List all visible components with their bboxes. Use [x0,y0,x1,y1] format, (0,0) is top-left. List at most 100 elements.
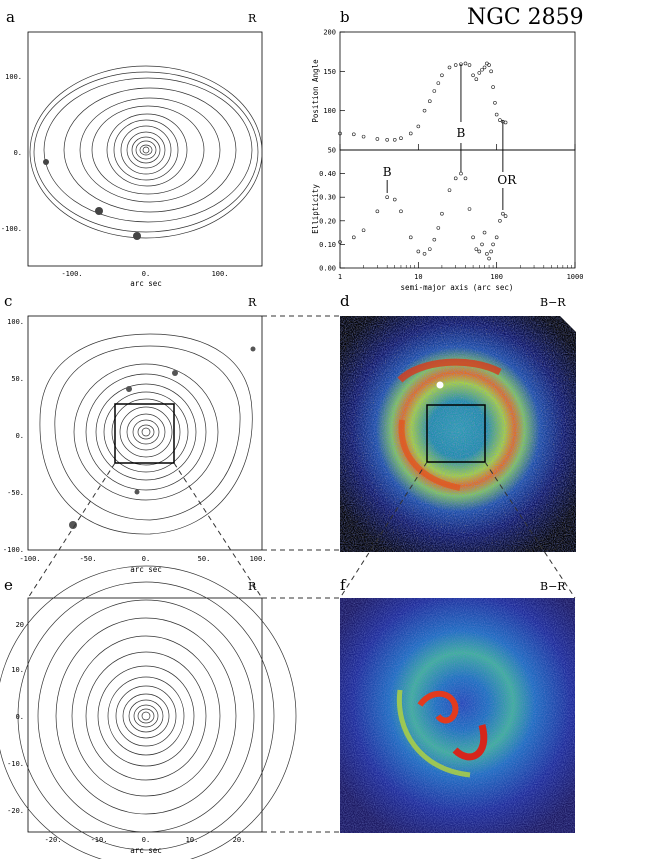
ellipticity-ylabel: Ellipticity [311,184,320,234]
panel-a-ytick: -100. [1,225,22,233]
ellipticity-point [436,226,441,230]
ellipticity-point [489,249,493,254]
annotation-label: B [457,126,466,140]
ellipticity-point [422,252,427,256]
ellipticity-point [385,195,389,199]
position-angle-point [436,81,441,85]
position-angle-point [453,63,458,67]
ellipticity-point [482,230,487,235]
annotation-label: B [383,165,392,179]
panel-e-xlabel: arc sec [130,846,162,855]
position-angle-point [361,134,366,139]
position-angle-point [480,67,484,72]
panel-c-letter: c [4,292,12,310]
position-angle-point [503,120,508,125]
position-angle-point [351,132,356,137]
panel-d-zoom-box [426,404,486,463]
panel-b-profile-chart: Position Angle Ellipticity semi-major ax… [311,29,583,293]
panel-a-xtick: 100. [212,270,229,278]
position-angle-point [477,71,482,75]
position-angle-point [487,63,491,67]
ellipticity-point [491,242,495,247]
figure-title: NGC 2859 [467,5,584,30]
position-angle-point [491,85,495,89]
ellipticity-point [467,207,472,211]
position-angle-point [463,61,468,66]
panel-e-xtick: 20. [233,836,246,844]
panel-c-ytick: 100. [7,318,24,326]
ellipticity-point [494,235,499,240]
panel-a-xtick: 0. [142,270,150,278]
panel-e-letter: e [4,576,13,594]
panel-c-xtick: -100. [19,555,40,563]
position-angle-point [408,131,413,136]
position-angle-point [399,136,403,140]
y-tick-label: 0.10 [319,241,336,249]
panel-d-color-map [340,316,576,552]
y-tick-label: 0.30 [319,194,336,202]
panel-c-ytick: 50. [11,375,24,383]
ellipticity-plot-frame [339,149,576,269]
panel-a-xtick: -100. [61,270,82,278]
y-tick-label: 50 [328,147,336,155]
ellipticity-point [471,235,475,240]
position-angle-point [482,65,487,70]
position-angle-point [416,124,421,129]
panel-a-band: R [248,12,257,25]
panel-e-contour-map: 20 10. 0. -10. -20. -20. -10. 0. 10. 20.… [0,565,297,859]
panel-e-band: R [248,580,257,593]
panel-c-ytick: -50. [7,489,24,497]
panel-c-xtick: 100. [250,555,267,563]
panel-b-letter: b [340,8,350,26]
panel-a-ytick: 100. [5,73,22,81]
ellipticity-point [463,176,468,181]
y-tick-label: 200 [323,29,336,37]
ellipticity-point [503,214,508,218]
position-angle-point [489,69,493,74]
ellipticity-point [432,237,437,242]
ellipticity-point [392,197,397,202]
panel-e-ytick: 0. [16,713,24,721]
panel-a-xlabel: arc sec [130,279,162,288]
panel-d-letter: d [340,292,350,310]
panel-c-frame [27,315,263,551]
ellipticity-point [487,256,491,261]
y-tick-label: 0.00 [319,265,336,273]
panel-e-ytick: 20 [16,621,24,629]
panel-e-xtick: -20. [45,836,62,844]
panel-c-ytick: 0. [16,432,24,440]
zoom-connector-lines [27,315,576,833]
position-angle-point [467,63,472,67]
ellipticity-point [485,252,489,256]
ellipticity-point [427,247,432,251]
panel-f-color-map [340,598,575,833]
panel-e-ytick: 10. [11,666,24,674]
position-angle-point [385,137,389,142]
panel-e-xtick: 10. [186,836,199,844]
y-tick-label: 0.20 [319,217,336,225]
position-angle-point [447,65,452,70]
ellipticity-point [459,171,463,176]
panel-c-xtick: 0. [142,555,150,563]
panel-e-ytick: -20. [7,807,24,815]
ellipticity-point [408,235,413,240]
x-tick-label: 1 [338,273,342,281]
position-angle-point [471,73,475,78]
panel-c-band: R [248,296,257,309]
panel-c-xlabel: arc sec [130,565,162,574]
ellipticity-point [361,228,366,233]
position-angle-point [392,137,397,142]
position-angle-point [440,73,444,78]
x-tick-label: 1000 [567,273,584,281]
position-angle-point [422,108,427,113]
ellipticity-point [447,188,452,192]
panel-c-contour-map: 100. 50. 0. -50. -100. -100. -50. 0. 50.… [3,315,267,574]
position-angle-point [493,101,497,105]
position-angle-point [375,137,380,141]
ellipticity-point [474,247,479,251]
ellipticity-point [399,209,403,214]
ellipticity-point [501,211,505,216]
panel-a-frame [27,31,263,267]
panel-a-contour-map: 100. 0. -100. -100. 0. 100. arc sec [1,31,263,288]
